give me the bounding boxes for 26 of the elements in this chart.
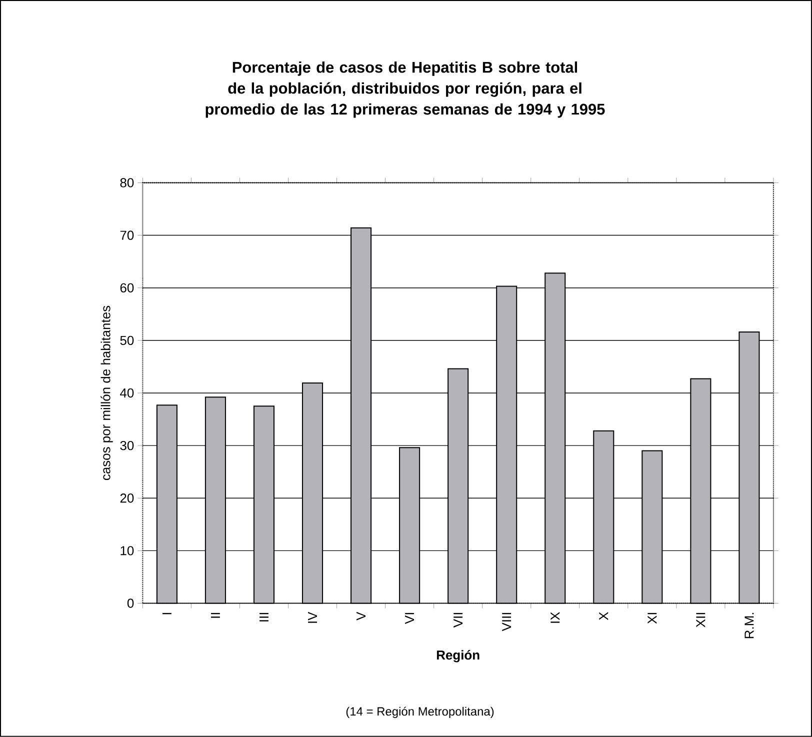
- text: (14 = Región Metropolitana): [346, 706, 494, 718]
- x-tick-label: VIII: [502, 613, 512, 632]
- x-tick-label: X: [599, 612, 608, 620]
- y-tick-label: 50: [120, 336, 134, 346]
- x-tick-label: VI: [405, 613, 414, 624]
- x-tick-label: XII: [696, 613, 706, 628]
- x-axis-title: Región: [436, 650, 480, 662]
- y-tick-label: 60: [120, 283, 134, 292]
- x-tick-label: IX: [550, 612, 560, 623]
- y-tick-label: 10: [120, 546, 134, 556]
- x-tick-label: R.M.: [744, 612, 754, 638]
- chart-title: Porcentaje de casos de Hepatitis B sobre total de la población, distribuidos por región, para el promedio de las 12 primeras semanas de 1994 y 1995: [206, 61, 605, 118]
- x-tick-label: II: [211, 613, 220, 618]
- x-tick-label: III: [260, 613, 268, 622]
- y-axis-title: casos por millón de habitantes: [100, 306, 113, 480]
- y-tick-label: 40: [120, 388, 134, 398]
- y-tick-label: 80: [120, 178, 134, 188]
- x-tick-label: VII: [454, 613, 463, 628]
- y-tick-label: 0: [127, 598, 134, 608]
- x-tick-label: XI: [648, 613, 657, 624]
- x-tick-label: IV: [308, 612, 317, 623]
- x-tick-label: I: [162, 613, 172, 614]
- y-tick-label: 20: [120, 494, 134, 503]
- y-tick-label: 70: [120, 230, 134, 240]
- y-tick-label: 30: [120, 440, 134, 450]
- x-tick-label: V: [356, 612, 366, 620]
